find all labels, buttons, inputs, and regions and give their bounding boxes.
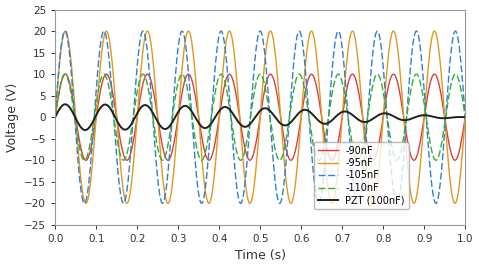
-105nF (69, 82, 75, 85)
-110nF (62, 73, 68, 76)
Line: PZT (100nF): PZT (100nF) (55, 104, 465, 130)
-95nF (69, 72, 75, 75)
-95nF (441, 100, 446, 103)
Line: -90nF: -90nF (55, 74, 465, 160)
-90nF (133, 126, 138, 129)
-95nF (462, 116, 468, 119)
-95nF (77, 166, 82, 169)
-90nF (253, 143, 259, 146)
PZT (100nF) (62, 103, 68, 106)
-90nF (77, 141, 82, 144)
Line: -105nF: -105nF (55, 31, 465, 203)
-90nF (54, 104, 60, 107)
PZT (100nF) (77, 124, 82, 127)
Line: -95nF: -95nF (55, 31, 465, 203)
-110nF (54, 103, 60, 106)
-105nF (462, 116, 468, 119)
-95nF (133, 136, 138, 140)
-95nF (52, 116, 58, 119)
-105nF (133, 84, 138, 87)
-110nF (133, 100, 138, 103)
-90nF (63, 73, 68, 76)
-110nF (462, 116, 468, 119)
Line: -110nF: -110nF (55, 74, 465, 160)
PZT (100nF) (82, 128, 88, 132)
Legend: -90nF, -95nF, -105nF, -110nF, PZT (100nF): -90nF, -95nF, -105nF, -110nF, PZT (100nF… (314, 142, 409, 209)
PZT (100nF) (52, 116, 58, 119)
PZT (100nF) (54, 112, 60, 115)
-105nF (253, 51, 259, 54)
-90nF (441, 108, 446, 111)
-110nF (69, 99, 75, 102)
-110nF (253, 83, 259, 87)
PZT (100nF) (462, 116, 468, 119)
-90nF (462, 116, 468, 119)
-110nF (441, 130, 446, 133)
-110nF (77, 147, 82, 150)
X-axis label: Time (s): Time (s) (235, 250, 285, 262)
-105nF (199, 202, 205, 205)
-95nF (253, 171, 259, 174)
-90nF (52, 116, 58, 119)
-90nF (69, 94, 75, 97)
-110nF (52, 116, 58, 119)
-105nF (77, 178, 82, 181)
-105nF (54, 90, 60, 94)
-105nF (441, 144, 446, 148)
PZT (100nF) (441, 117, 446, 120)
PZT (100nF) (69, 110, 75, 113)
-105nF (52, 116, 58, 119)
-110nF (199, 159, 205, 162)
-95nF (452, 202, 458, 205)
-95nF (54, 92, 60, 95)
PZT (100nF) (253, 115, 259, 118)
PZT (100nF) (133, 115, 138, 118)
-90nF (452, 159, 458, 162)
-105nF (62, 29, 68, 33)
Y-axis label: Voltage (V): Voltage (V) (6, 83, 19, 152)
-95nF (63, 29, 68, 33)
